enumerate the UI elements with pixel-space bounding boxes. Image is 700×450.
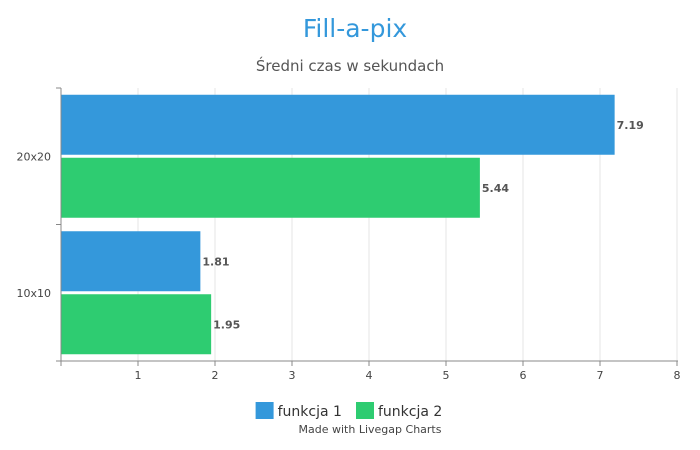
legend[interactable]: funkcja 1 funkcja 2 <box>255 402 443 420</box>
category-label: 10x10 <box>16 287 51 300</box>
x-tick-label: 2 <box>212 369 219 382</box>
credit-text: Made with Livegap Charts <box>299 423 442 436</box>
bar[interactable] <box>61 294 212 355</box>
x-tick-label: 4 <box>366 369 373 382</box>
bar[interactable] <box>61 157 480 218</box>
x-tick-label: 3 <box>289 369 296 382</box>
x-tick-label: 7 <box>597 369 604 382</box>
x-tick-label: 6 <box>520 369 527 382</box>
data-label: 1.95 <box>213 318 240 331</box>
x-tick-label: 8 <box>674 369 681 382</box>
legend-item[interactable]: funkcja 1 <box>255 402 342 420</box>
chart-subtitle: Średni czas w sekundach <box>256 56 444 75</box>
legend-item[interactable]: funkcja 2 <box>356 402 442 420</box>
data-label: 7.19 <box>617 119 644 132</box>
legend-swatch <box>356 402 374 419</box>
x-tick-label: 1 <box>135 369 142 382</box>
axes: 20x20 10x10 1 2 3 4 5 6 7 8 <box>16 87 681 382</box>
bar[interactable] <box>61 94 615 155</box>
bar[interactable] <box>61 231 201 292</box>
data-label: 5.44 <box>482 182 509 195</box>
data-label: 1.81 <box>202 255 229 268</box>
x-tick-label: 5 <box>443 369 450 382</box>
chart-title: Fill-a-pix <box>303 14 407 43</box>
legend-label: funkcja 2 <box>378 404 442 420</box>
bars: 7.19 5.44 1.81 1.95 <box>61 94 644 355</box>
legend-swatch <box>255 402 274 419</box>
legend-label: funkcja 1 <box>278 404 342 420</box>
category-label: 20x20 <box>16 150 51 163</box>
